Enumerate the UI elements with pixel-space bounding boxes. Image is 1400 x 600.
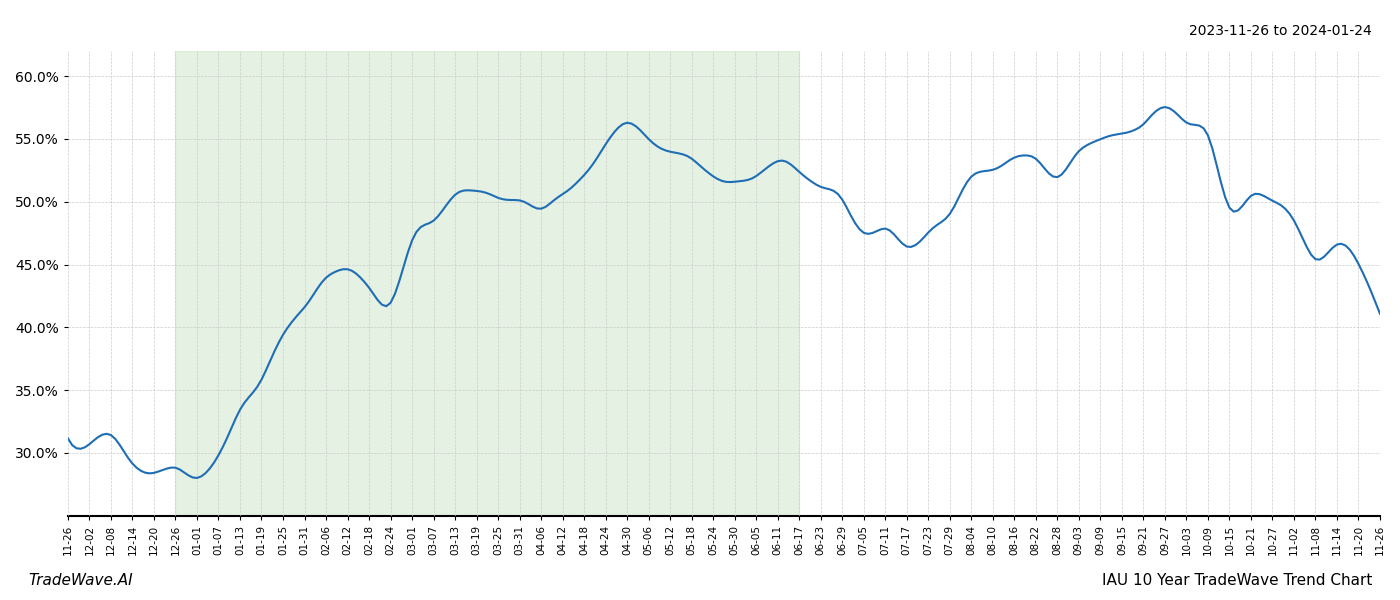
Text: IAU 10 Year TradeWave Trend Chart: IAU 10 Year TradeWave Trend Chart (1102, 573, 1372, 588)
Bar (175, 51, 799, 516)
Text: 2023-11-26 to 2024-01-24: 2023-11-26 to 2024-01-24 (1189, 24, 1372, 38)
Text: TradeWave.AI: TradeWave.AI (28, 573, 133, 588)
